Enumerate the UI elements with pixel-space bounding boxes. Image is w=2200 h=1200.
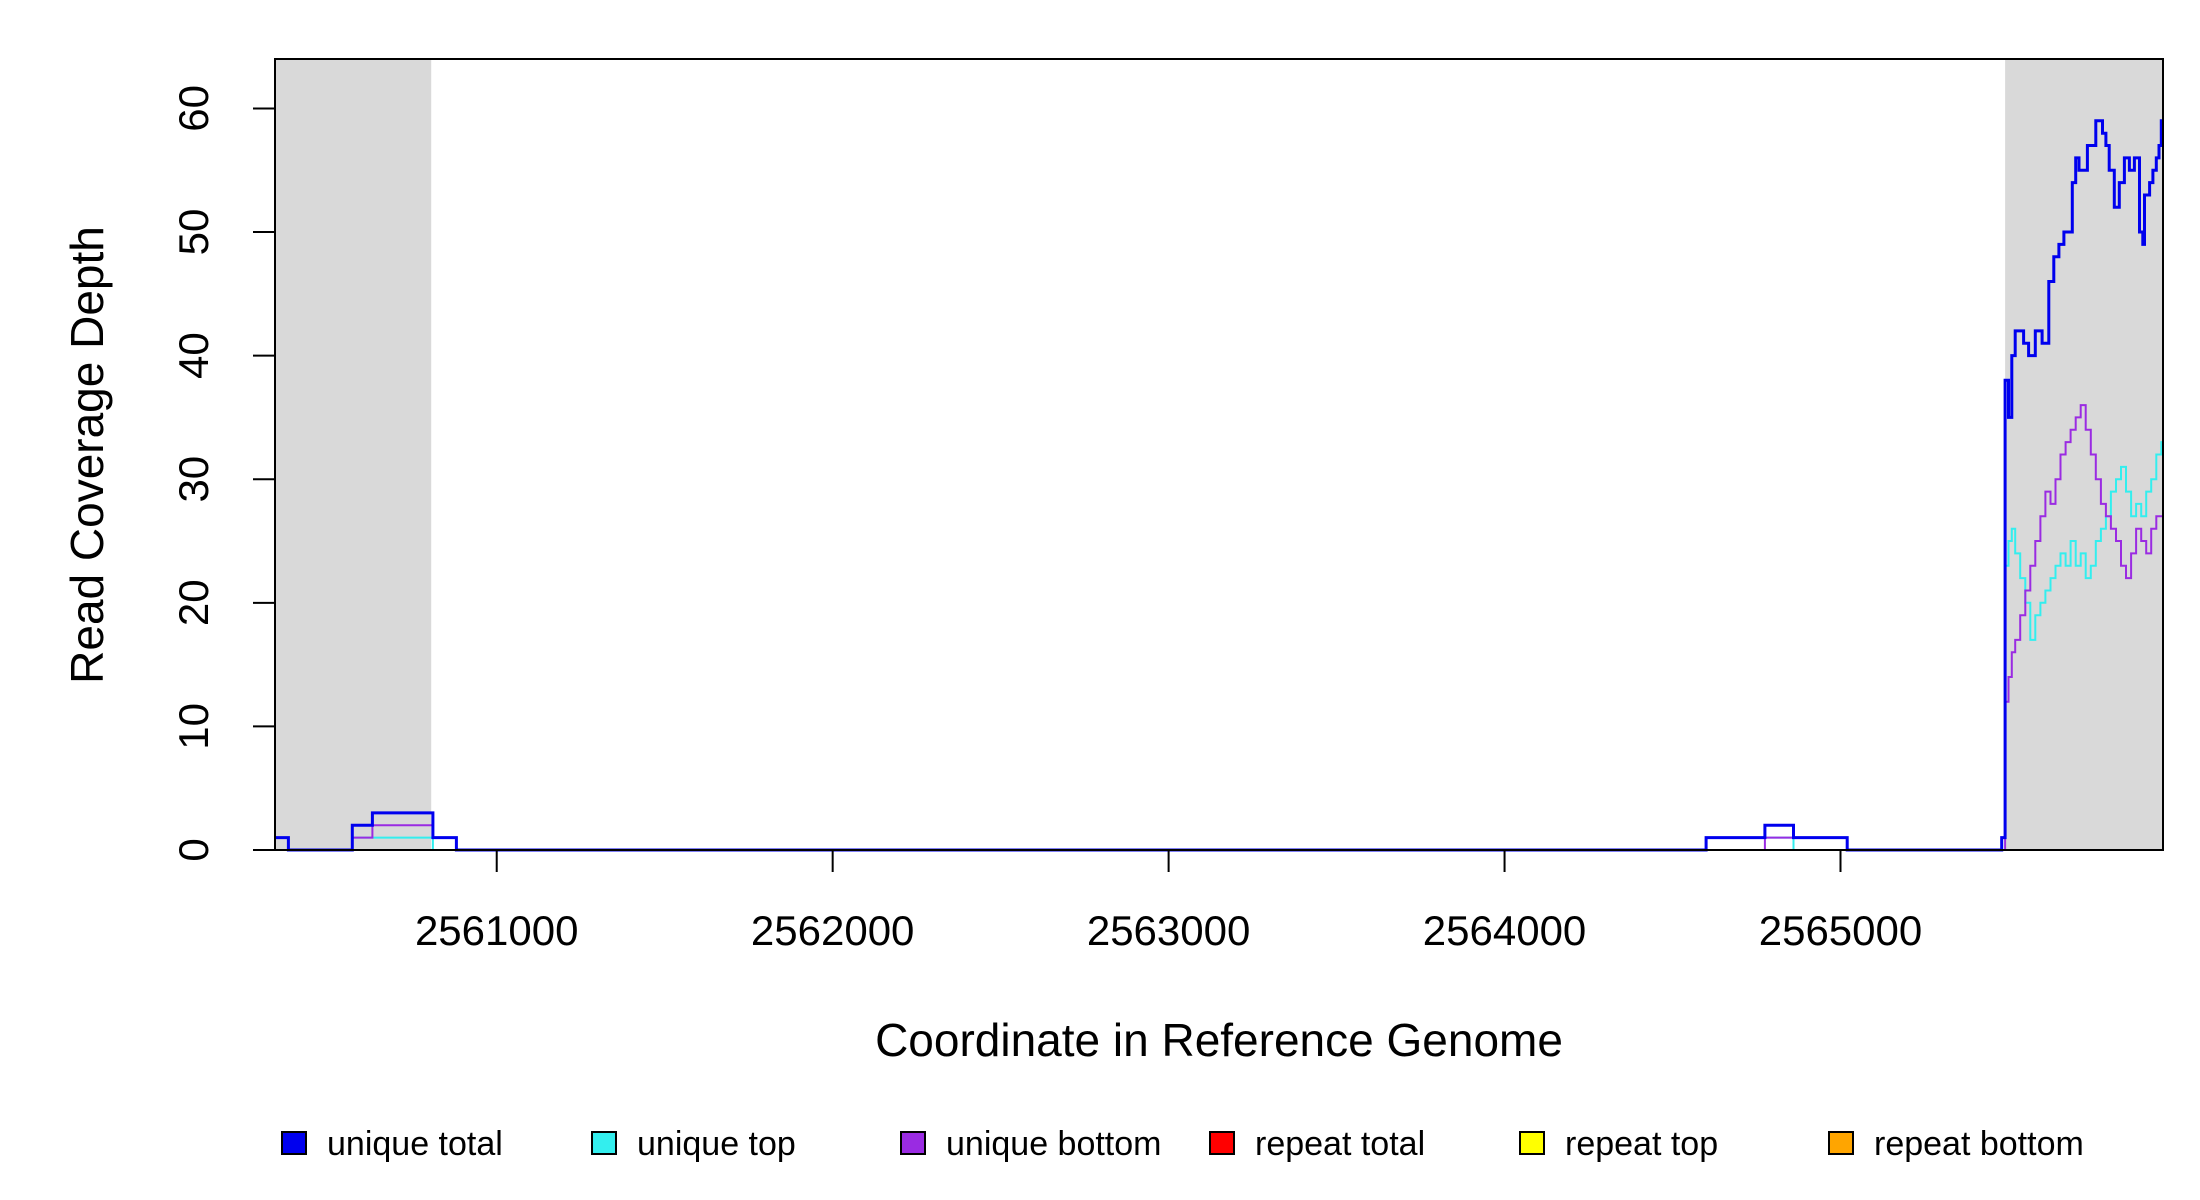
y-tick-label: 20	[170, 579, 217, 626]
x-axis-title: Coordinate in Reference Genome	[875, 1014, 1563, 1066]
y-tick-label: 60	[170, 85, 217, 132]
x-tick-label: 2564000	[1423, 907, 1587, 954]
plot-frame	[274, 58, 2164, 851]
shaded-region-2	[2005, 59, 2163, 850]
legend-swatch	[1209, 1131, 1235, 1155]
legend-swatch	[281, 1131, 307, 1155]
legend-label: unique bottom	[946, 1125, 1162, 1163]
legend-swatch	[900, 1131, 926, 1155]
series-line-unique-top	[275, 441, 2163, 851]
series-lines	[275, 119, 2163, 852]
legend-label: repeat bottom	[1874, 1125, 2084, 1163]
y-axis: 0 10 20 30 40 50 60	[170, 85, 275, 862]
y-tick-label: 10	[170, 703, 217, 750]
x-tick-label: 2565000	[1759, 907, 1923, 954]
legend-swatch	[1519, 1131, 1545, 1155]
x-tick-label: 2561000	[415, 907, 579, 954]
y-tick-label: 50	[170, 209, 217, 256]
y-tick-label: 30	[170, 456, 217, 503]
y-tick-label: 40	[170, 332, 217, 379]
legend-label: repeat total	[1255, 1125, 1425, 1163]
legend-swatch	[591, 1131, 617, 1155]
x-axis: 2561000 2562000 2563000 2564000 2565000	[415, 850, 1922, 954]
y-axis-title: Read Coverage Depth	[61, 226, 113, 684]
x-tick-label: 2562000	[751, 907, 915, 954]
legend-swatch	[1828, 1131, 1854, 1155]
legend-label: unique top	[637, 1125, 796, 1163]
shaded-regions	[275, 59, 2163, 850]
shaded-region-1	[275, 59, 432, 850]
series-line-unique-bottom	[352, 404, 2163, 851]
x-tick-label: 2563000	[1087, 907, 1251, 954]
y-tick-label: 0	[170, 838, 217, 861]
series-line-unique-total	[275, 119, 2163, 852]
legend-label: unique total	[327, 1125, 503, 1163]
legend: unique total unique top unique bottom repea…	[281, 1125, 2084, 1163]
legend-label: repeat top	[1565, 1125, 1718, 1163]
